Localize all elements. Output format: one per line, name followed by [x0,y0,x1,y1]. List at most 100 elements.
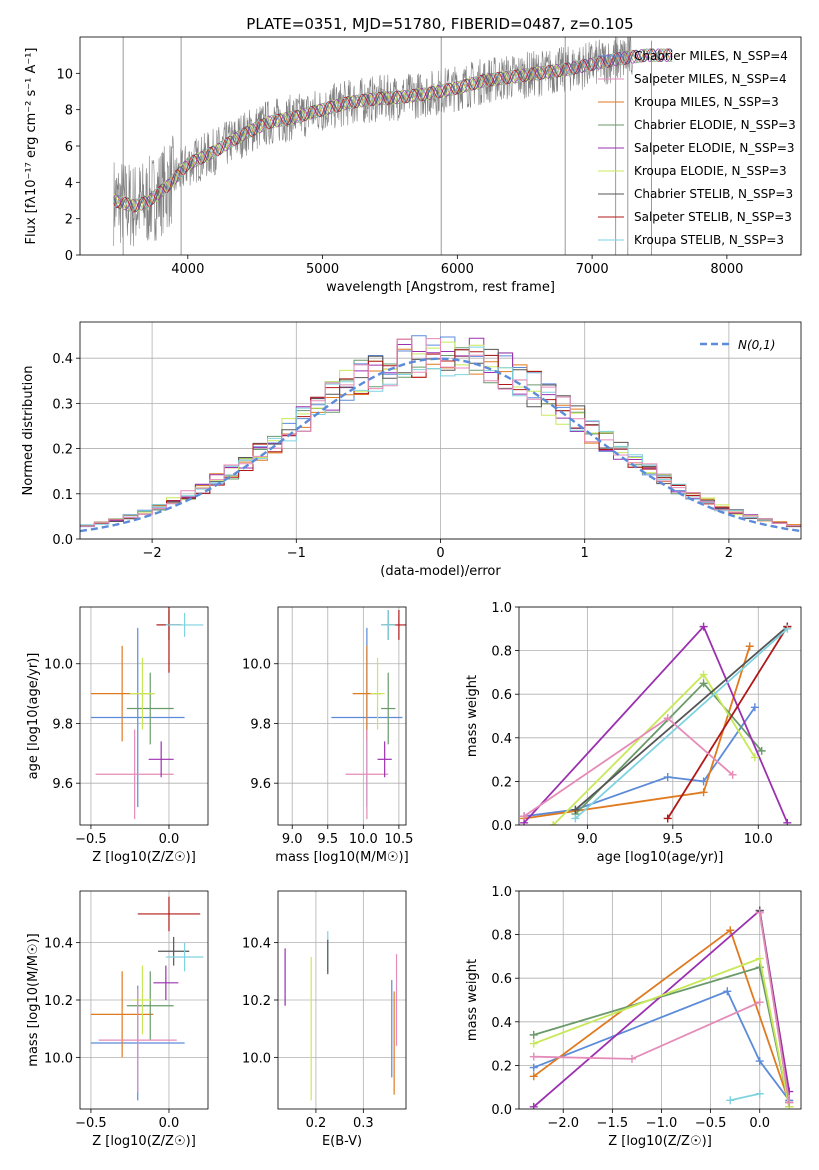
y-tick-label: 10.0 [242,1051,271,1066]
x-tick-label: −2.0 [547,1116,579,1131]
y-tick-label: 10.0 [242,658,271,673]
x-tick-label: 4000 [171,262,204,277]
weight-marker [728,770,737,779]
y-tick-label: 1.0 [491,601,512,616]
figure-title: PLATE=0351, MJD=51780, FIBERID=0487, z=0… [246,15,633,33]
y-tick-label: 0.4 [491,732,512,747]
y-axis-label: age [log10(age/yr)] [26,653,41,780]
x-tick-label: −2 [143,546,162,561]
weight-marker [627,1054,636,1063]
weight-marker [755,1057,764,1066]
weight-marker [529,1102,538,1109]
y-tick-label: 0.3 [52,397,73,412]
y-tick-label: 0 [65,249,73,264]
x-axis-label: mass [log10(M/M☉)] [275,850,408,865]
model-spectrum [113,48,673,212]
y-tick-label: 10.4 [44,937,73,952]
weight-marker [750,703,759,712]
weight-marker [755,954,764,963]
y-tick-label: 10.0 [44,1051,73,1066]
y-tick-label: 10.0 [44,658,73,673]
x-axis-label: E(B-V) [322,1134,362,1149]
weight-marker [529,1030,538,1039]
weight-series [523,624,789,824]
y-axis-label: Flux [fλ10⁻¹⁷ erg cm⁻² s⁻¹ A⁻¹] [24,48,39,245]
y-axis-label: Normed distribution [21,366,36,496]
weight-marker [699,622,708,631]
panel-age-vs-Z: −0.5 0.0 9.6 9.8 10.0 Z [log10(Z/Z☉)] age [log… [26,606,209,865]
panel-mass-vs-EBV: 0.2 0.3 10.0 10.2 10.4 E(B-V) [242,890,407,1149]
x-axis-label: age [log10(age/yr)] [597,850,724,865]
x-tick-label: 9.0 [577,832,598,847]
legend-label: Salpeter STELIB, N_SSP=3 [634,210,792,224]
x-tick-label: 8000 [710,262,743,277]
y-tick-label: 6 [65,140,73,155]
x-tick-label: −1 [287,546,306,561]
weight-marker [755,1089,764,1098]
plot-area [113,37,673,255]
normal-curve [80,357,801,533]
weight-marker [757,746,766,755]
x-tick-label: 0.3 [353,1116,374,1131]
y-tick-label: 0.2 [491,1059,512,1074]
y-tick-label: 10 [56,67,73,82]
panel-weight-vs-age: 9.0 9.5 10.0 0.0 0.2 0.4 0.6 0.8 1.0 age [log10(a… [465,601,802,865]
weight-marker [663,714,672,723]
y-tick-label: 10.2 [242,994,271,1009]
x-tick-label: 0 [436,546,444,561]
axes-frame [79,36,802,256]
y-tick-label: 0.2 [52,443,73,458]
y-tick-label: 0.8 [491,645,512,660]
axes-frame [79,606,209,826]
x-tick-label: −1.5 [597,1116,629,1131]
y-axis-label: mass [log10(M/M☉)] [26,933,41,1066]
legend-label: Salpeter MILES, N_SSP=4 [634,72,787,86]
x-axis-label: (data-model)/error [380,564,501,579]
legend-label: Chabrier MILES, N_SSP=4 [634,49,788,63]
y-tick-label: 0.0 [491,819,512,834]
weight-marker [549,821,558,825]
weight-series [523,717,734,818]
x-axis-label: Z [log10(Z/Z☉)] [92,850,196,865]
legend-label: Salpeter ELODIE, N_SSP=3 [634,141,795,155]
x-axis-label: Z [log10(Z/Z☉)] [608,1134,712,1149]
y-tick-label: 9.8 [52,717,73,732]
y-tick-label: 9.8 [250,717,271,732]
y-tick-label: 4 [65,176,73,191]
y-tick-label: 8 [65,104,73,119]
x-tick-label: −0.5 [695,1116,727,1131]
y-tick-label: 0.0 [52,533,73,548]
model-spectrum [113,48,673,213]
x-tick-label: 9.0 [282,832,303,847]
y-tick-label: 9.6 [52,777,73,792]
weight-series [666,626,789,819]
x-tick-label: −1.0 [646,1116,678,1131]
legend-label: Kroupa MILES, N_SSP=3 [634,95,779,109]
x-tick-label: 0.0 [159,832,180,847]
panel-weight-vs-Z: −2.0 −1.5 −1.0 −0.5 0.0 0.0 0.2 0.4 0.6 0.8 1.0 Z [… [465,885,802,1149]
x-tick-label: 1 [581,546,589,561]
weight-series [533,990,790,1101]
weight-series [574,628,788,820]
weight-marker [699,670,708,679]
weight-marker [783,624,792,633]
residual-histogram [80,338,801,527]
weight-marker [783,818,792,825]
plot-area [90,896,204,1101]
weight-marker [520,812,529,821]
legend-label: Kroupa ELODIE, N_SSP=3 [634,164,787,178]
axes-frame [518,890,802,1110]
axes-frame [79,890,209,1110]
weight-marker [750,753,759,762]
x-axis-label: wavelength [Angstrom, rest frame] [326,280,555,295]
y-tick-label: 0.1 [52,488,73,503]
panel-residuals: −2 −1 0 1 2 0.0 0.1 0.2 0.3 0.4 (data-model)/error… [21,321,802,579]
panel-age-vs-mass: 9.0 9.5 10.0 10.5 9.6 9.8 10.0 mass [log10(M/M☉… [242,606,413,865]
y-tick-label: 0.4 [52,352,73,367]
x-tick-label: 10.5 [384,832,413,847]
weight-marker [571,814,580,823]
weight-marker [663,814,672,823]
x-tick-label: 2 [725,546,733,561]
y-tick-label: 10.4 [242,937,271,952]
